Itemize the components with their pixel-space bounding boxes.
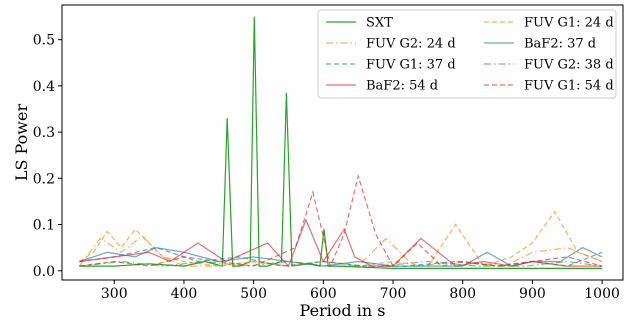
x-tick-label: 300 bbox=[101, 286, 128, 302]
y-tick-label: 0.5 bbox=[33, 33, 55, 49]
x-tick-label: 800 bbox=[449, 286, 476, 302]
legend-label-4: FUV G1: 37 d bbox=[366, 58, 456, 73]
x-tick-label: 600 bbox=[310, 286, 337, 302]
x-tick-label: 500 bbox=[240, 286, 267, 302]
series-line-6 bbox=[79, 218, 603, 268]
series-line-1 bbox=[79, 210, 603, 267]
x-tick-label: 900 bbox=[519, 286, 546, 302]
series-line-2 bbox=[78, 235, 603, 267]
legend-label-6: BaF2: 54 d bbox=[366, 79, 438, 94]
y-tick-label: 0.4 bbox=[33, 79, 55, 95]
y-tick-label: 0.0 bbox=[33, 264, 55, 280]
x-tick-label: 400 bbox=[171, 286, 198, 302]
x-tick-label: 700 bbox=[380, 286, 407, 302]
y-tick-label: 0.2 bbox=[33, 171, 55, 187]
legend-label-7: FUV G1: 54 d bbox=[524, 79, 614, 94]
legend-label-5: FUV G2: 38 d bbox=[524, 58, 614, 73]
legend-label-1: FUV G1: 24 d bbox=[524, 16, 614, 31]
y-tick-label: 0.1 bbox=[33, 218, 55, 234]
x-tick-label: 1000 bbox=[584, 286, 620, 302]
legend-label-2: FUV G2: 24 d bbox=[366, 37, 456, 52]
legend-label-3: BaF2: 37 d bbox=[524, 37, 596, 52]
y-axis-label: LS Power bbox=[12, 104, 31, 182]
legend-label-0: SXT bbox=[366, 16, 393, 31]
legend: SXT FUV G1: 24 d FUV G2: 24 d BaF2: 37 d FUV… bbox=[317, 9, 617, 99]
x-axis-label: Period in s bbox=[300, 301, 386, 320]
series-line-7 bbox=[79, 173, 603, 269]
series-layer bbox=[78, 16, 603, 269]
y-tick-label: 0.3 bbox=[33, 125, 55, 141]
legend-box bbox=[317, 9, 617, 99]
plot-frame bbox=[61, 4, 624, 281]
y-axis-ticks: 0.0 0.1 0.2 0.3 0.4 0.5 bbox=[33, 33, 62, 280]
x-axis-ticks: 300 400 500 600 700 800 900 1000 bbox=[101, 280, 620, 302]
